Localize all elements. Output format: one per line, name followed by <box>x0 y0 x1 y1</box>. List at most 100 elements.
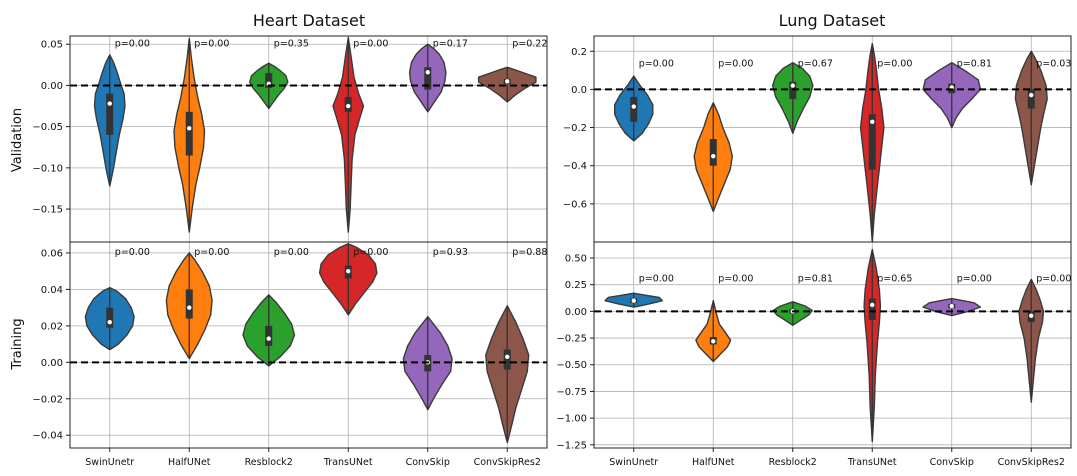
lung-dataset-training-frame <box>593 241 1072 449</box>
heart-dataset-validation-ytick-label: −0.15 <box>32 205 63 216</box>
heart-dataset-validation-ytick-label: 0.00 <box>41 81 63 92</box>
lung-dataset-validation-violin-swinunetr-median <box>631 104 636 109</box>
heart-dataset-validation-violin-halfunet-median <box>187 126 192 131</box>
heart-dataset-training-ytick-label: 0.00 <box>41 358 63 369</box>
heart-dataset-training-xtick-label-resblock2: Resblock2 <box>245 457 293 468</box>
lung-dataset-training-xtick-label-resblock2: Resblock2 <box>769 457 817 468</box>
lung-dataset-training-violin-halfunet-median <box>711 339 716 344</box>
heart-dataset-validation-ytick-label: 0.05 <box>41 40 63 51</box>
heart-dataset-training-xtick-label-transunet: TransUNet <box>323 457 373 468</box>
heart-dataset-training-violin-halfunet-median <box>187 305 192 310</box>
heart-dataset-validation-pvalue-swinunetr: p=0.00 <box>115 39 150 50</box>
row-label-validation: Validation <box>10 108 25 172</box>
lung-dataset-training-violin-convskip-median <box>949 303 954 309</box>
heart-dataset-validation-violin-resblock2-iqr-box <box>265 73 273 88</box>
lung-dataset-training-violin-transunet-median <box>870 302 875 308</box>
lung-dataset-validation-pvalue-convskip: p=0.81 <box>957 59 992 70</box>
heart-dataset-training-violin-swinunetr-iqr-box <box>106 307 114 328</box>
lung-dataset-training-pvalue-halfunet: p=0.00 <box>718 273 753 284</box>
lung-dataset-training-ytick-label: −0.25 <box>556 334 587 345</box>
lung-dataset-training-violin-swinunetr-median <box>631 298 636 303</box>
heart-dataset-training-violin-resblock2-iqr-box <box>265 325 273 346</box>
heart-dataset-validation-pvalue-convskip: p=0.17 <box>433 39 468 50</box>
heart-dataset-training-violin-resblock2-median <box>266 336 271 341</box>
heart-dataset-training-frame <box>69 241 548 449</box>
heart-dataset-training-ytick-label: 0.02 <box>41 321 63 332</box>
lung-dataset-validation-violin-transunet-iqr-box <box>868 114 876 170</box>
heart-dataset-training-violin-convskipres2-median <box>505 354 510 360</box>
lung-dataset-validation-ytick-label: −0.6 <box>563 199 587 210</box>
lung-dataset-training-ytick-label: −1.25 <box>556 440 587 451</box>
lung-dataset-training-xtick-label-swinunetr: SwinUnetr <box>609 457 658 468</box>
heart-dataset-training-ytick-label: −0.02 <box>32 394 63 405</box>
lung-dataset-validation-pvalue-transunet: p=0.00 <box>877 59 912 70</box>
panel-title-heart: Heart Dataset <box>253 11 365 30</box>
lung-dataset-validation-violin-convskipres2-iqr-box <box>1027 89 1035 109</box>
heart-dataset-training-pvalue-convskipres2: p=0.88 <box>512 247 547 258</box>
lung-dataset-validation-violin-convskipres2-median <box>1029 92 1034 98</box>
lung-dataset-training-pvalue-transunet: p=0.65 <box>877 273 912 284</box>
heart-dataset-training-xtick-label-convskipres2: ConvSkipRes2 <box>474 457 541 468</box>
heart-dataset-training-ytick-label: 0.06 <box>41 248 63 259</box>
lung-dataset-training-ytick-label: 0.00 <box>565 307 587 318</box>
heart-dataset-training-xtick-label-convskip: ConvSkip <box>406 457 450 468</box>
lung-dataset-training-ytick-label: −1.00 <box>556 414 587 425</box>
lung-dataset-validation-ytick-label: −0.4 <box>563 161 587 172</box>
panel-title-lung: Lung Dataset <box>779 11 886 30</box>
lung-dataset-validation-ytick-label: 0.0 <box>571 85 587 96</box>
row-label-training: Training <box>10 318 25 370</box>
lung-dataset-validation-ytick-label: −0.2 <box>563 123 587 134</box>
lung-dataset-training-pvalue-swinunetr: p=0.00 <box>639 273 674 284</box>
lung-dataset-training-xtick-label-convskip: ConvSkip <box>930 457 974 468</box>
heart-dataset-validation-pvalue-resblock2: p=0.35 <box>274 39 309 50</box>
lung-dataset-training-ytick-label: 0.25 <box>565 280 587 291</box>
lung-dataset-validation-pvalue-swinunetr: p=0.00 <box>639 59 674 70</box>
lung-dataset-training-ytick-label: −0.50 <box>556 360 587 371</box>
heart-dataset-validation-ytick-label: −0.05 <box>32 122 63 133</box>
heart-dataset-training-xtick-label-swinunetr: SwinUnetr <box>85 457 134 468</box>
heart-dataset-validation-pvalue-transunet: p=0.00 <box>353 39 388 50</box>
lung-dataset-validation-violin-resblock2-median <box>790 83 795 88</box>
heart-dataset-training-violin-halfunet-iqr-box <box>185 289 193 319</box>
heart-dataset-validation-violin-swinunetr-iqr-box <box>106 93 114 135</box>
lung-dataset-validation-violin-halfunet-median <box>711 153 716 159</box>
heart-dataset-validation-violin-swinunetr-median <box>107 101 112 106</box>
lung-dataset-validation-pvalue-resblock2: p=0.67 <box>798 59 833 70</box>
heart-dataset-training-xtick-label-halfunet: HalfUNet <box>168 457 211 468</box>
heart-dataset-training-pvalue-halfunet: p=0.00 <box>194 247 229 258</box>
lung-dataset-validation-pvalue-convskipres2: p=0.03 <box>1036 59 1071 70</box>
heart-dataset-validation-frame <box>69 35 548 243</box>
lung-dataset-training-violin-convskipres2-median <box>1029 313 1034 318</box>
lung-dataset-training-pvalue-resblock2: p=0.81 <box>798 273 833 284</box>
lung-dataset-training-violin-transunet-iqr-box <box>868 298 876 320</box>
heart-dataset-training-violin-swinunetr-median <box>107 320 112 325</box>
heart-dataset-validation-violin-convskip-median <box>425 70 430 75</box>
lung-dataset-validation-panel: p=0.00 p=0.00 p=0.67 p=0.00 p=0.81 p=0.03 0.2 0… <box>563 35 1072 243</box>
heart-dataset-training-violin-transunet-median <box>346 268 351 274</box>
lung-dataset-validation-violin-swinunetr-iqr-box <box>630 97 638 122</box>
heart-dataset-validation-violin-convskipres2-median <box>505 79 510 84</box>
lung-dataset-validation-ytick-label: 0.2 <box>571 47 587 58</box>
heart-dataset-training-panel: p=0.00 p=0.00 p=0.00 p=0.00 p=0.93 p=0.88 0.06… <box>32 241 548 468</box>
heart-dataset-validation-pvalue-halfunet: p=0.00 <box>194 39 229 50</box>
lung-dataset-validation-pvalue-halfunet: p=0.00 <box>718 59 753 70</box>
heart-dataset-training-violin-convskipres2-iqr-box <box>503 349 511 370</box>
heart-dataset-training-pvalue-transunet: p=0.00 <box>353 247 388 258</box>
lung-dataset-training-pvalue-convskip: p=0.00 <box>957 273 992 284</box>
heart-dataset-training-pvalue-resblock2: p=0.00 <box>274 247 309 258</box>
heart-dataset-training-pvalue-convskip: p=0.93 <box>433 247 468 258</box>
heart-dataset-training-ytick-label: 0.04 <box>41 285 63 296</box>
heart-dataset-training-ytick-label: −0.04 <box>32 431 63 442</box>
lung-dataset-validation-violin-transunet-median <box>870 119 875 125</box>
lung-dataset-validation-violin-halfunet-iqr-box <box>709 139 717 166</box>
lung-dataset-training-ytick-label: 0.50 <box>565 254 587 265</box>
lung-dataset-training-pvalue-convskipres2: p=0.00 <box>1036 273 1071 284</box>
heart-dataset-validation-violin-halfunet-iqr-box <box>185 111 193 156</box>
heart-dataset-validation-violin-transunet-median <box>346 103 351 109</box>
lung-dataset-training-xtick-label-transunet: TransUNet <box>847 457 897 468</box>
heart-dataset-validation-pvalue-convskipres2: p=0.22 <box>512 39 547 50</box>
lung-dataset-training-ytick-label: −0.75 <box>556 387 587 398</box>
heart-dataset-validation-panel: p=0.00 p=0.00 p=0.35 p=0.00 p=0.17 p=0.22 0.05… <box>32 35 548 243</box>
lung-dataset-training-xtick-label-convskipres2: ConvSkipRes2 <box>998 457 1065 468</box>
